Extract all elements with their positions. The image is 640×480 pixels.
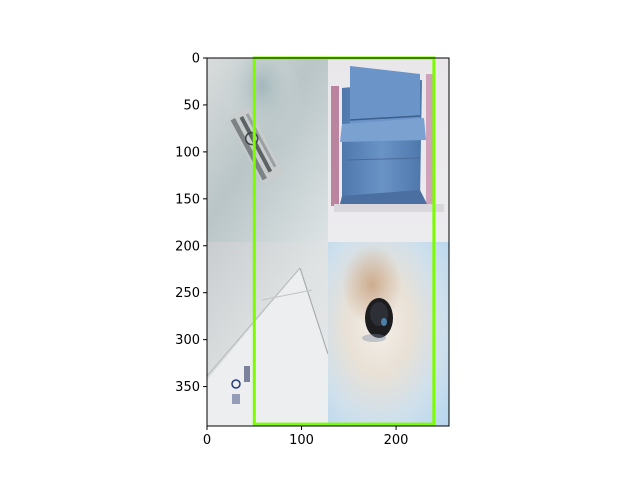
blue-paper-bag-photo: [328, 58, 449, 242]
y-tick-label: 250: [175, 286, 200, 301]
foil-packet-photo: [207, 58, 328, 242]
x-axis: 0 100 200: [203, 426, 409, 448]
y-tick-label: 150: [175, 192, 200, 207]
x-tick-label: 100: [289, 433, 314, 448]
y-tick-label: 350: [175, 380, 200, 395]
x-tick-label: 0: [203, 433, 211, 448]
y-tick-label: 300: [175, 333, 200, 348]
x-tick-label: 200: [384, 433, 409, 448]
y-axis: 0 50 100 150 200 250 300 350: [175, 52, 207, 395]
dark-button-photo: [328, 242, 449, 426]
y-tick-label: 200: [175, 239, 200, 254]
y-tick-label: 0: [192, 52, 200, 67]
y-tick-label: 50: [183, 98, 200, 113]
axes-frame: [206, 57, 450, 427]
y-tick-label: 100: [175, 145, 200, 160]
paper-card-photo: [207, 242, 329, 426]
